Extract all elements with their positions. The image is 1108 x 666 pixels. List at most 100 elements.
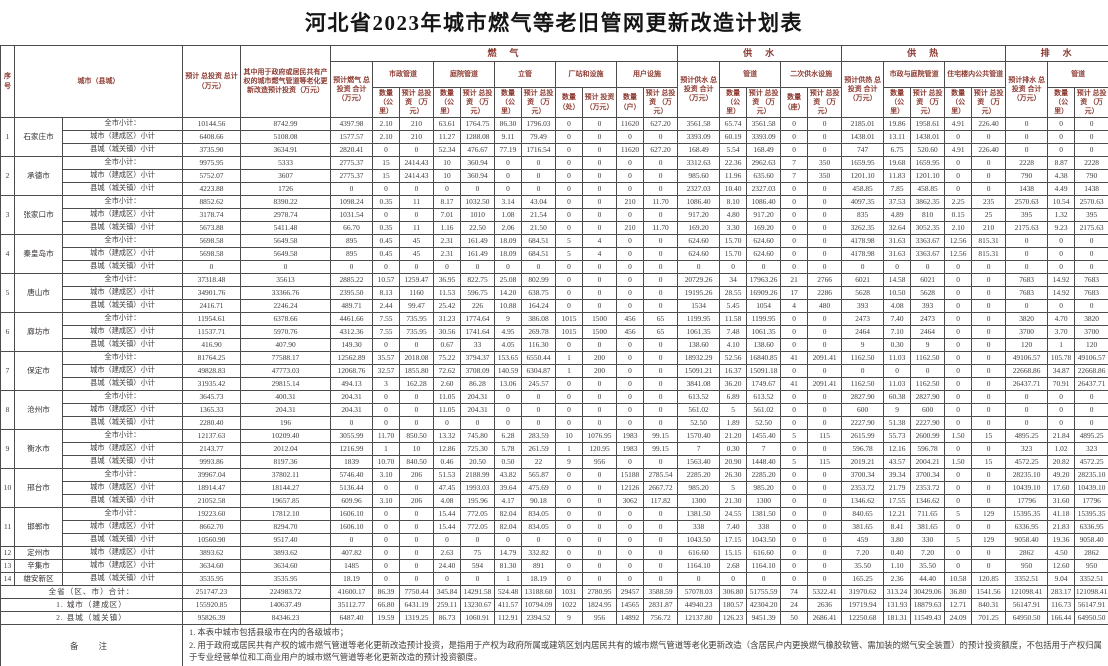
value-cell: 17963.26 [746,273,782,287]
value-cell: 105.78 [1047,351,1076,365]
city-name-cell: 邯郸市 [14,507,63,547]
value-cell: 31970.62 [841,585,885,599]
page-title: 河北省2023年城市燃气等老旧管网更新改造计划表 [305,11,803,35]
value-cell: 15 [372,156,400,170]
row-type-cell: 县城（城关镇）小计 [62,143,183,157]
value-cell: 0 [971,364,1007,378]
value-cell: 13.32 [433,429,461,443]
value-cell: 5698.58 [182,247,241,261]
value-cell: 4.38 [1047,169,1076,183]
value-cell: 2600.99 [910,429,946,443]
value-cell: 985.60 [677,169,721,183]
value-cell: 0 [642,338,679,352]
value-cell: 1346.62 [841,494,885,508]
value-cell: 772.05 [460,520,495,534]
value-cell: 121098.41 [1074,585,1108,599]
value-cell: 3561.58 [746,117,782,131]
value-cell: 7.85 [883,182,912,196]
value-cell: 161.49 [460,234,495,248]
value-cell: 10 [555,429,583,443]
value-cell: 8662.70 [182,520,241,534]
value-cell: 0 [582,195,617,209]
value-cell: 476.67 [460,143,495,157]
value-cell: 9.11 [494,130,522,144]
value-cell: 0 [582,156,617,170]
value-cell: 0 [971,520,1007,534]
value-cell: 616.60 [746,546,782,560]
value-cell: 81.30 [494,559,522,573]
value-cell: 4895.25 [1074,429,1108,443]
value-cell: 1381.50 [746,507,782,521]
value-cell: 0 [971,156,1007,170]
value-cell: 66.80 [372,598,400,612]
value-cell: 28235.10 [1074,468,1108,482]
value-cell: 4.08 [883,299,912,313]
value-cell: 0 [555,533,583,547]
value-cell: 0 [616,247,644,261]
value-cell: 14.92 [1047,273,1076,287]
value-cell: 0 [746,572,782,586]
unit-header-qty: 数量 （公里） [372,87,400,118]
value-cell: 400.31 [240,390,331,404]
value-cell: 4 [582,247,617,261]
value-cell: 0 [971,416,1007,430]
value-cell: 21.54 [521,208,556,222]
value-cell: 19657.85 [240,494,331,508]
value-cell: 4.80 [719,208,748,222]
value-cell: 1485 [330,559,373,573]
value-cell: 0 [1074,403,1108,417]
value-cell: 2286 [807,286,843,300]
value-cell: 0 [780,234,809,248]
value-cell: 129 [971,533,1007,547]
value-cell: 47773.03 [240,364,331,378]
value-cell: 19.59 [372,611,400,625]
col-header-water-pipe: 管道 [719,61,782,88]
row-index-cell: 9 [0,429,15,469]
value-cell: 1031 [555,585,583,599]
value-cell: 0 [521,182,556,196]
value-cell: 0 [944,312,973,326]
value-cell: 386.08 [521,312,556,326]
unit-header-invest: 预计 总投资 （万元） [399,87,434,118]
value-cell: 206 [399,468,434,482]
value-cell: 0 [240,260,331,274]
value-cell: 2775.37 [330,156,373,170]
value-cell: 8852.62 [182,195,241,209]
unit-header-invest: 预计 总投资 （万元） [521,87,556,118]
value-cell: 0 [616,273,644,287]
value-cell: 0 [642,286,679,300]
value-cell: 0 [372,416,400,430]
value-cell: 18.19 [330,572,373,586]
value-cell: 0 [642,234,679,248]
value-cell: 1022 [555,598,583,612]
value-cell: 1.02 [1047,442,1076,456]
value-cell: 99.47 [399,299,434,313]
value-cell: 18144.27 [240,481,331,495]
value-cell: 120.95 [582,442,617,456]
value-cell: 0 [494,390,522,404]
value-cell: 4.91 [944,117,973,131]
value-cell: 204.31 [330,403,373,417]
value-cell: 3062 [616,494,644,508]
value-cell: 0 [1005,260,1049,274]
value-cell: 985.20 [746,481,782,495]
value-cell: 0 [677,572,721,586]
value-cell: 624.60 [677,234,721,248]
value-cell: 0 [555,221,583,235]
row-index-cell: 7 [0,351,15,391]
value-cell: 2570.63 [1005,195,1049,209]
value-cell: 13188.60 [521,585,556,599]
value-cell: 2175.63 [1074,221,1108,235]
value-cell: 456 [616,325,644,339]
table-row: 城市（建成区）小计 5752.07 3607 2775.37 15 2414.43 10 36… [1,169,1108,183]
col-header-total-invest: 预计 总投资 总计 （万元） [182,45,241,118]
value-cell: 204.31 [240,403,331,417]
value-cell: 11.03 [883,377,912,391]
value-cell: 5 [780,455,809,469]
value-cell: 1455.40 [746,429,782,443]
value-cell: 65.74 [719,117,748,131]
table-row: 城市（建成区）小计 11537.71 5970.76 4312.36 7.55 735.9… [1,325,1108,339]
table-row: 县城（城关镇）小计 0 0 0 0 0 0 0 0 0 0 0 0 0 0 0 0 0 0 0 0 0 0 0 0 0 0 [1,260,1108,274]
value-cell: 3.10 [372,468,400,482]
value-cell: 72.62 [433,364,461,378]
